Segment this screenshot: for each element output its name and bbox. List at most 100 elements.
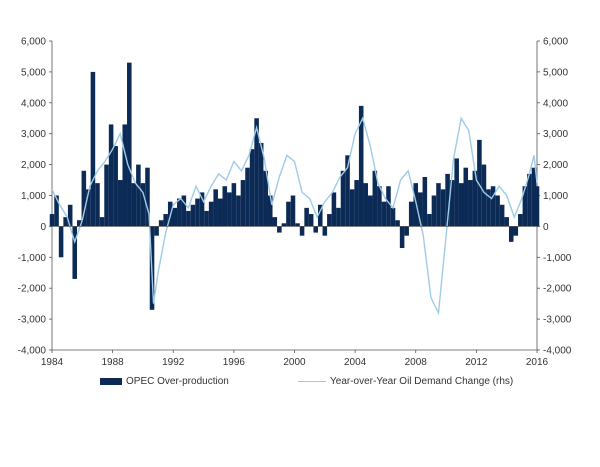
bar (490, 186, 496, 227)
y-tick-label-right: 5,000 (543, 67, 568, 78)
bar (86, 189, 91, 227)
y-tick-label-left: -3,000 (18, 315, 47, 326)
bar (117, 180, 123, 227)
bar (172, 207, 178, 227)
x-tick-label: 2008 (405, 357, 428, 368)
legend-label-demand: Year-over-Year Oil Demand Change (rhs) (330, 376, 514, 387)
bar (431, 195, 437, 227)
bar (295, 223, 300, 227)
bar (358, 105, 364, 227)
bar (534, 186, 540, 227)
bar (240, 180, 246, 227)
bar (399, 226, 405, 249)
bar (204, 210, 209, 227)
y-tick-label-right: 3,000 (543, 129, 568, 140)
bar (322, 226, 328, 236)
bar (413, 183, 419, 227)
bar (404, 226, 409, 236)
bar (454, 158, 459, 227)
y-tick-label-left: 2,000 (21, 160, 46, 171)
bar (449, 180, 455, 227)
y-tick-label-left: 5,000 (21, 67, 46, 78)
bar (99, 217, 105, 227)
bar (227, 192, 232, 227)
bar (108, 124, 114, 227)
y-tick-label-left: -4,000 (18, 346, 47, 357)
y-axis-left: -4,000 -3,000 -2,000 -1,000 0 1,000 2,000 3,000… (18, 37, 53, 357)
bar (499, 204, 505, 227)
y-tick-label-left: -2,000 (18, 284, 47, 295)
bar (340, 170, 346, 227)
bar (377, 186, 382, 227)
bar (418, 192, 423, 227)
y-tick-label-left: 0 (40, 222, 46, 233)
bar (445, 173, 450, 227)
bar (504, 217, 509, 227)
bar (49, 214, 55, 227)
y-tick-label-left: 4,000 (21, 98, 46, 109)
bar (486, 189, 491, 227)
bar (158, 220, 164, 227)
bar (518, 214, 523, 227)
bar (131, 183, 137, 227)
y-tick-label-left: 1,000 (21, 191, 46, 202)
bar (177, 198, 182, 227)
bar (527, 173, 532, 227)
legend-item-demand: Year-over-Year Oil Demand Change (rhs) (298, 376, 513, 387)
bar (249, 149, 255, 227)
bar (199, 192, 205, 227)
bar (190, 204, 196, 227)
bar (468, 180, 473, 227)
bar (95, 183, 100, 227)
bar (368, 195, 373, 227)
bar (81, 170, 87, 227)
bar (327, 214, 332, 227)
bar (313, 226, 318, 233)
bar (463, 167, 469, 227)
x-tick-label: 1988 (102, 357, 125, 368)
bar (531, 167, 537, 227)
bar (127, 62, 132, 227)
bar (245, 167, 250, 227)
bar-series-opec (49, 62, 540, 310)
y-tick-label-left: 3,000 (21, 129, 46, 140)
y-tick-label-right: 6,000 (543, 37, 568, 48)
y-tick-label-left: 6,000 (21, 37, 46, 48)
y-tick-label-right: 2,000 (543, 160, 568, 171)
bar (231, 183, 237, 227)
bar (495, 195, 500, 227)
bar (77, 220, 82, 227)
bar (458, 183, 464, 227)
y-axis-right: -4,000 -3,000 -2,000 -1,000 0 1,000 2,000 3,000… (536, 37, 572, 357)
legend-item-opec: OPEC Over-production (100, 376, 229, 387)
y-tick-label-right: 4,000 (543, 98, 568, 109)
bar (263, 170, 268, 227)
bar (90, 71, 96, 227)
bar (281, 223, 287, 227)
bar (304, 207, 309, 227)
x-tick-label: 1992 (162, 357, 185, 368)
bar (290, 195, 296, 227)
bar (354, 180, 359, 227)
bar (408, 201, 414, 227)
bar (472, 170, 478, 227)
bar (54, 195, 59, 227)
x-tick-label: 1996 (223, 357, 246, 368)
legend-swatch-bar (100, 378, 122, 385)
bar (277, 226, 282, 233)
bar (286, 201, 291, 227)
y-tick-label-right: -2,000 (543, 284, 572, 295)
bar (122, 124, 128, 227)
bar (140, 183, 146, 227)
line-series-demand (51, 116, 538, 316)
bar (481, 164, 487, 227)
bar (477, 139, 482, 227)
bar (217, 198, 223, 227)
bar (145, 167, 150, 227)
bar (272, 217, 278, 227)
legend-swatch-line (298, 381, 326, 382)
y-tick-label-right: -3,000 (543, 315, 572, 326)
y-tick-label-right: 0 (543, 222, 549, 233)
bar (513, 226, 519, 236)
